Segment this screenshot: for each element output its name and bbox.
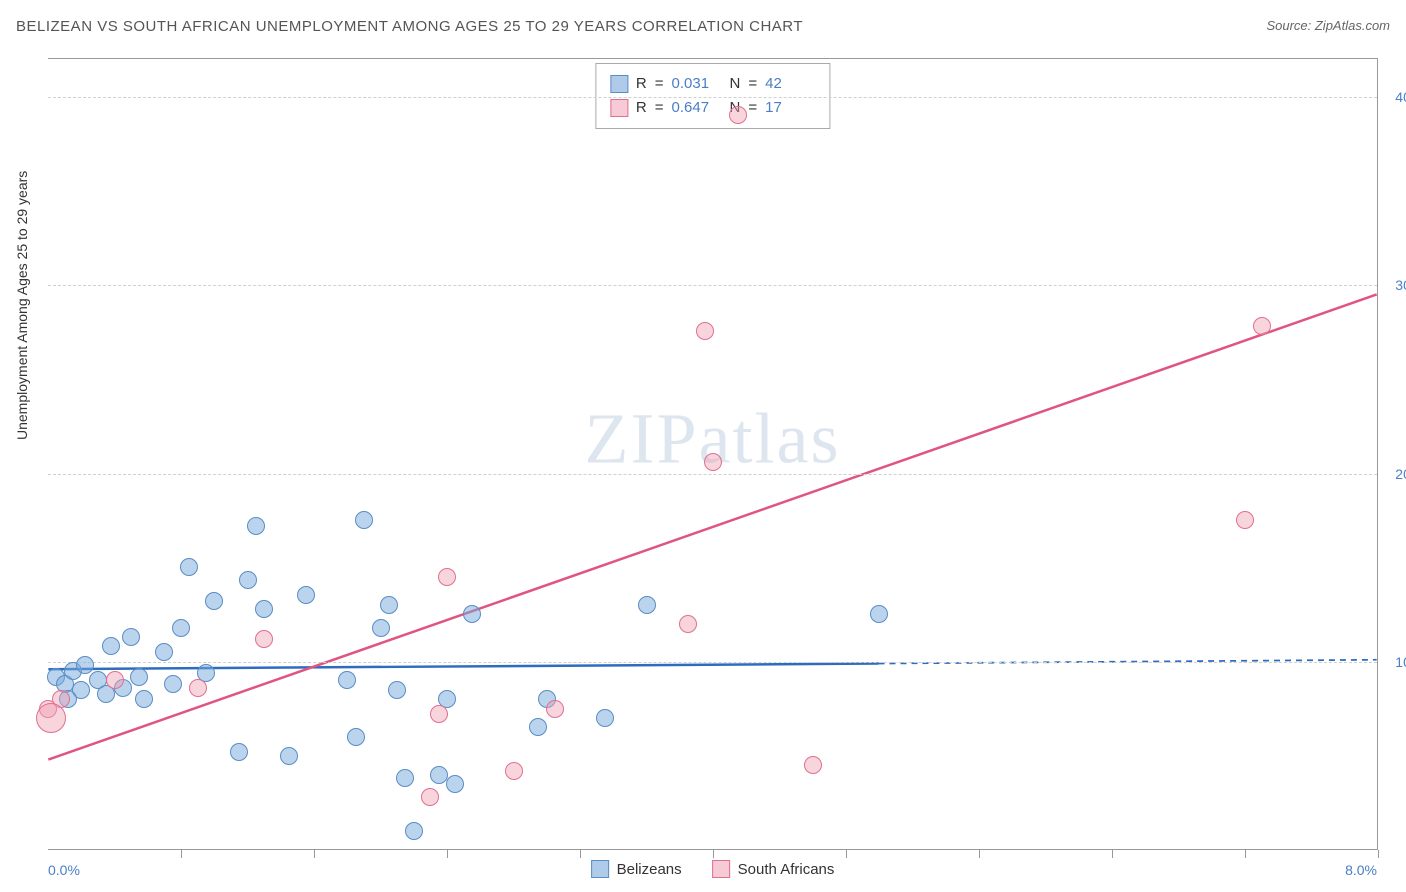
data-point <box>122 628 140 646</box>
legend-label-pink: South Africans <box>738 861 835 878</box>
data-point <box>230 743 248 761</box>
y-tick-label: 20.0% <box>1395 466 1406 482</box>
x-tick <box>447 850 448 858</box>
data-point <box>804 756 822 774</box>
y-tick-label: 30.0% <box>1395 277 1406 293</box>
data-point <box>36 703 66 733</box>
x-tick <box>1378 850 1379 858</box>
stats-eq3: = <box>655 96 664 120</box>
data-point <box>247 517 265 535</box>
x-tick <box>580 850 581 858</box>
data-point <box>529 718 547 736</box>
data-point <box>239 571 257 589</box>
stats-n-label: N <box>730 72 741 96</box>
data-point <box>205 592 223 610</box>
stats-eq: = <box>655 72 664 96</box>
y-tick-label: 40.0% <box>1395 89 1406 105</box>
data-point <box>405 822 423 840</box>
stats-n-pink: 17 <box>765 96 815 120</box>
watermark-left: ZIP <box>585 398 699 478</box>
data-point <box>546 700 564 718</box>
x-tick <box>979 850 980 858</box>
data-point <box>155 643 173 661</box>
plot-area: ZIPatlas R = 0.031 N = 42 R = 0.647 N = … <box>48 58 1378 850</box>
data-point <box>463 605 481 623</box>
data-point <box>130 668 148 686</box>
data-point <box>180 558 198 576</box>
legend-swatch-blue-icon <box>591 860 609 878</box>
data-point <box>372 619 390 637</box>
stats-row-pink: R = 0.647 N = 17 <box>610 96 815 120</box>
legend-item-blue: Belizeans <box>591 860 682 878</box>
title-bar: BELIZEAN VS SOUTH AFRICAN UNEMPLOYMENT A… <box>16 18 1390 42</box>
y-tick-label: 10.0% <box>1395 654 1406 670</box>
data-point <box>505 762 523 780</box>
gridline <box>48 474 1377 475</box>
stats-r-label2: R <box>636 96 647 120</box>
data-point <box>172 619 190 637</box>
x-tick <box>713 850 714 858</box>
chart-title: BELIZEAN VS SOUTH AFRICAN UNEMPLOYMENT A… <box>16 18 803 35</box>
data-point <box>388 681 406 699</box>
stats-r-pink: 0.647 <box>672 96 722 120</box>
data-point <box>255 600 273 618</box>
x-tick-label-min: 0.0% <box>48 862 80 878</box>
data-point <box>729 106 747 124</box>
legend-swatch-pink-icon <box>712 860 730 878</box>
data-point <box>1236 511 1254 529</box>
x-tick <box>846 850 847 858</box>
data-point <box>638 596 656 614</box>
legend-item-pink: South Africans <box>712 860 835 878</box>
x-tick-label-max: 8.0% <box>1345 862 1377 878</box>
legend: Belizeans South Africans <box>591 860 835 878</box>
data-point <box>76 656 94 674</box>
data-point <box>297 586 315 604</box>
data-point <box>102 637 120 655</box>
gridline <box>48 662 1377 663</box>
data-point <box>338 671 356 689</box>
data-point <box>255 630 273 648</box>
data-point <box>421 788 439 806</box>
stats-n-blue: 42 <box>765 72 815 96</box>
stats-eq4: = <box>748 96 757 120</box>
stats-row-blue: R = 0.031 N = 42 <box>610 72 815 96</box>
x-tick <box>1112 850 1113 858</box>
swatch-blue-icon <box>610 75 628 93</box>
data-point <box>396 769 414 787</box>
y-axis-label: Unemployment Among Ages 25 to 29 years <box>14 171 30 440</box>
data-point <box>106 671 124 689</box>
source-citation: Source: ZipAtlas.com <box>1266 18 1390 33</box>
stats-r-label: R <box>636 72 647 96</box>
data-point <box>870 605 888 623</box>
data-point <box>189 679 207 697</box>
data-point <box>704 453 722 471</box>
data-point <box>446 775 464 793</box>
data-point <box>355 511 373 529</box>
x-tick <box>181 850 182 858</box>
data-point <box>347 728 365 746</box>
legend-label-blue: Belizeans <box>617 861 682 878</box>
data-point <box>679 615 697 633</box>
x-tick <box>314 850 315 858</box>
data-point <box>696 322 714 340</box>
stats-r-blue: 0.031 <box>672 72 722 96</box>
data-point <box>164 675 182 693</box>
data-point <box>135 690 153 708</box>
data-point <box>380 596 398 614</box>
data-point <box>596 709 614 727</box>
swatch-pink-icon <box>610 99 628 117</box>
data-point <box>1253 317 1271 335</box>
data-point <box>280 747 298 765</box>
x-tick <box>1245 850 1246 858</box>
data-point <box>430 705 448 723</box>
gridline <box>48 97 1377 98</box>
stats-eq2: = <box>748 72 757 96</box>
data-point <box>430 766 448 784</box>
data-point <box>438 568 456 586</box>
gridline <box>48 285 1377 286</box>
